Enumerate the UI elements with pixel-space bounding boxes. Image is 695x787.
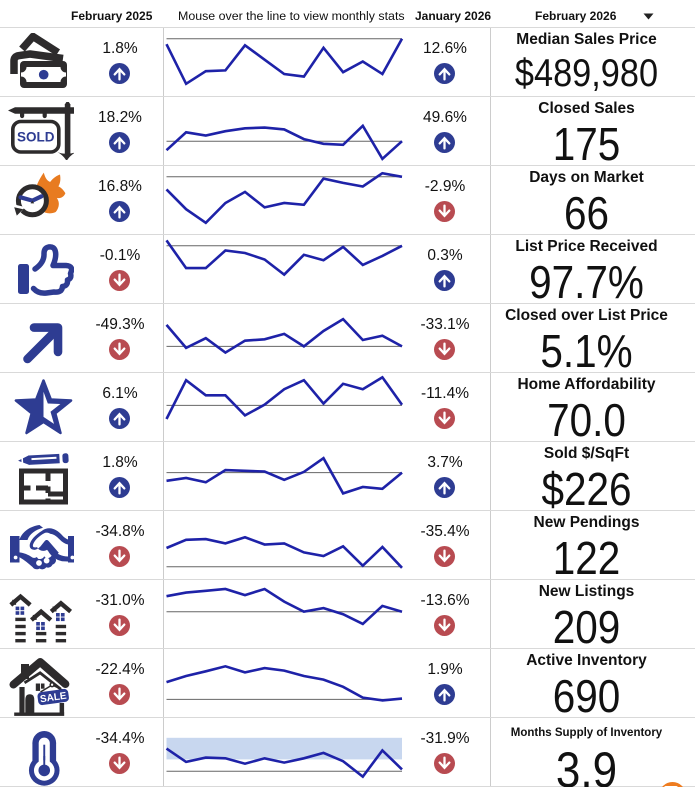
svg-text:SOLD: SOLD — [17, 130, 55, 145]
svg-text:SALE: SALE — [39, 691, 67, 706]
